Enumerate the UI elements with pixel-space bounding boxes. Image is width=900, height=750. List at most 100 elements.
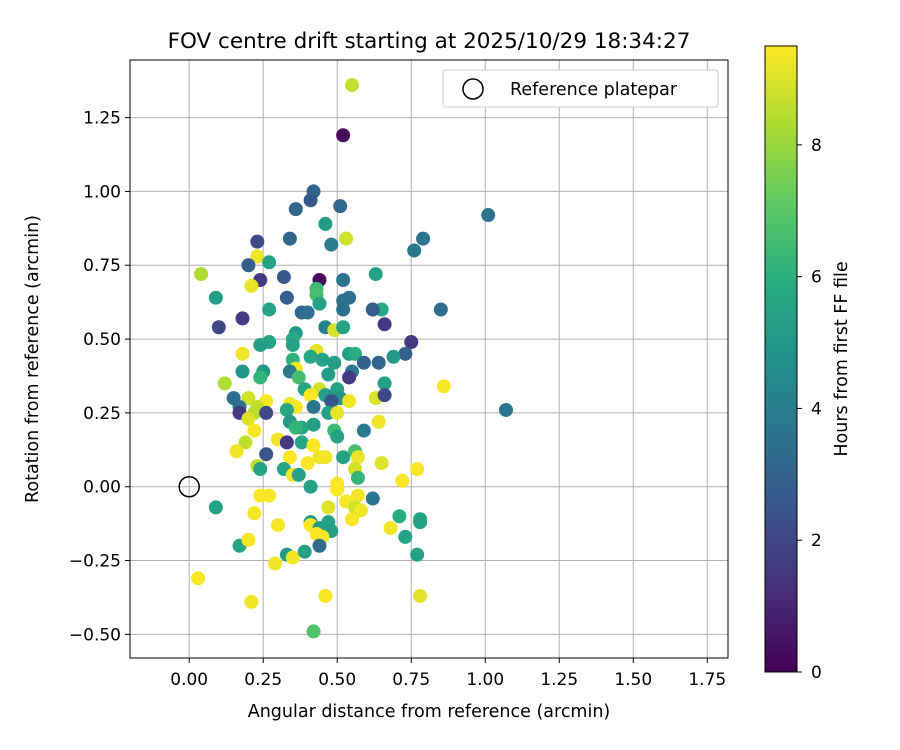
data-point <box>235 311 250 326</box>
data-point <box>259 405 274 420</box>
y-tick-label: 0.75 <box>83 256 121 276</box>
y-tick-label: 1.00 <box>83 182 121 202</box>
data-point <box>404 335 419 350</box>
data-point <box>377 376 392 391</box>
data-point <box>306 624 321 639</box>
y-tick-label: −0.25 <box>69 552 121 572</box>
legend-box <box>442 69 719 108</box>
data-point <box>229 444 244 459</box>
data-point <box>498 402 513 417</box>
data-point <box>356 423 371 438</box>
data-point <box>241 411 256 426</box>
data-point <box>318 588 333 603</box>
colorbar-tick-label: 2 <box>811 531 822 551</box>
data-point <box>306 438 321 453</box>
data-point <box>347 346 362 361</box>
data-point <box>247 506 262 521</box>
y-tick-label: 0.00 <box>83 478 121 498</box>
colorbar-gradient <box>764 45 798 673</box>
x-tick-label: 0.00 <box>170 670 208 690</box>
data-point <box>365 491 380 506</box>
x-tick-label: 1.50 <box>614 670 652 690</box>
data-point <box>235 364 250 379</box>
data-point <box>365 302 380 317</box>
data-point <box>481 208 496 223</box>
data-point <box>262 255 277 270</box>
data-point <box>306 417 321 432</box>
x-tick-label: 0.25 <box>244 670 282 690</box>
data-point <box>312 538 327 553</box>
data-point <box>282 450 297 465</box>
data-point <box>336 302 351 317</box>
reference-platepar-marker <box>178 475 200 498</box>
data-point <box>303 349 318 364</box>
data-point <box>271 518 286 533</box>
data-point <box>407 243 422 258</box>
data-point <box>276 270 291 285</box>
data-point <box>253 337 268 352</box>
data-point <box>250 234 265 249</box>
data-point <box>300 456 315 471</box>
data-point <box>327 355 342 370</box>
data-point <box>353 503 368 518</box>
data-point <box>410 462 425 477</box>
data-point <box>285 550 300 565</box>
data-point <box>368 267 383 282</box>
y-tick-label: 1.25 <box>83 109 121 129</box>
x-tick-label: 1.75 <box>688 670 726 690</box>
data-point <box>315 352 330 367</box>
data-point <box>297 544 312 559</box>
data-point <box>318 450 333 465</box>
y-axis-label: Rotation from reference (arcmin) <box>23 215 43 503</box>
data-point <box>282 231 297 246</box>
data-point <box>268 556 283 571</box>
data-point <box>324 237 339 252</box>
data-point <box>377 317 392 332</box>
data-point <box>303 193 318 208</box>
x-axis-ticks: 0.00 0.25 0.50 0.75 1.00 1.25 1.50 1.75 <box>170 658 726 690</box>
data-point <box>238 435 253 450</box>
data-point <box>350 470 365 485</box>
legend: Reference platepar <box>442 69 719 108</box>
data-point <box>416 231 431 246</box>
x-axis-label: Angular distance from reference (arcmin) <box>248 702 611 722</box>
data-point <box>436 379 451 394</box>
data-point <box>259 447 274 462</box>
data-point <box>208 290 223 305</box>
data-point <box>285 337 300 352</box>
data-point <box>247 423 262 438</box>
data-point <box>244 594 259 609</box>
data-point <box>262 302 277 317</box>
data-point <box>339 231 354 246</box>
colorbar-tick-label: 6 <box>811 268 822 288</box>
plot-frame <box>129 59 729 659</box>
data-point <box>253 370 268 385</box>
data-point <box>350 488 365 503</box>
data-point <box>318 216 333 231</box>
data-point <box>262 488 277 503</box>
data-point <box>244 278 259 293</box>
data-point <box>291 370 306 385</box>
data-point <box>342 370 357 385</box>
data-point <box>336 273 351 288</box>
data-point <box>303 388 318 403</box>
x-tick-label: 1.00 <box>466 670 504 690</box>
data-point <box>336 128 351 143</box>
data-point <box>241 532 256 547</box>
x-tick-label: 0.50 <box>318 670 356 690</box>
legend-label: Reference platepar <box>510 80 678 100</box>
data-point <box>386 349 401 364</box>
data-point <box>253 462 268 477</box>
data-point <box>279 435 294 450</box>
data-point <box>279 290 294 305</box>
y-axis-ticks: −0.50 −0.25 0.00 0.25 0.50 0.75 1.00 1.25 <box>69 109 130 645</box>
data-point <box>413 588 428 603</box>
data-point <box>279 402 294 417</box>
data-point <box>374 456 389 471</box>
data-point <box>336 450 351 465</box>
data-point <box>303 479 318 494</box>
grid <box>130 60 728 658</box>
colorbar-ticks: 0 2 4 6 8 <box>797 136 822 683</box>
data-point <box>288 202 303 217</box>
data-point <box>208 500 223 515</box>
